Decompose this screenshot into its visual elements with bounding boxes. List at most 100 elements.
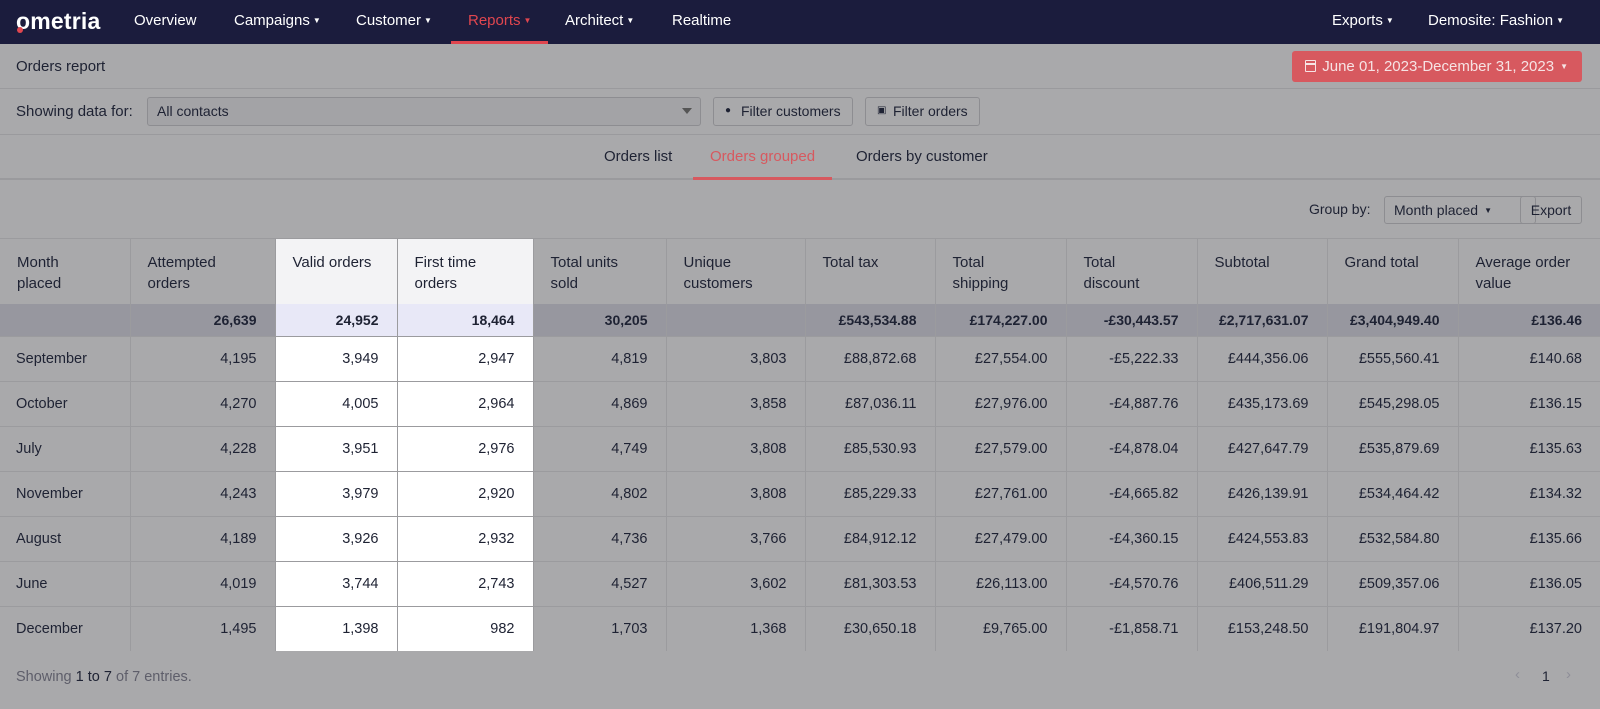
tab-orders-list[interactable]: Orders list (604, 148, 673, 165)
entries-of-word: of (116, 669, 129, 685)
caret-down-icon: ▼ (1484, 206, 1492, 215)
column-header-line: placed (17, 275, 62, 292)
table-cell: 4,005 (275, 381, 398, 427)
group-by-label: Group by: (1309, 201, 1371, 217)
column-header[interactable]: Total units sold (533, 238, 667, 304)
table-cell: £134.32 (1458, 471, 1600, 517)
filter-customers-button[interactable]: ● Filter customers (713, 97, 853, 126)
caret-down-icon: ▼ (1556, 16, 1564, 25)
chevron-right-icon[interactable]: › (1566, 666, 1571, 683)
table-cell: 3,949 (275, 336, 398, 382)
totals-cell: 26,639 (130, 303, 276, 337)
caret-down-icon: ▼ (626, 16, 635, 25)
table-cell: £9,765.00 (935, 606, 1067, 651)
table-cell: £532,584.80 (1327, 516, 1459, 562)
filter-orders-label: Filter orders (893, 103, 968, 119)
table-cell: 4,270 (130, 381, 276, 427)
table-row: November 4,243 3,979 2,920 4,802 3,808 £85,229… (0, 471, 1600, 517)
table-row: October 4,270 4,005 2,964 4,869 3,858 £87,036.… (0, 381, 1600, 427)
column-header[interactable]: Total shipping (935, 238, 1067, 304)
table-cell: 1,703 (533, 606, 667, 651)
table-cell: 3,808 (666, 426, 806, 472)
nav-realtime[interactable]: Realtime (672, 0, 731, 44)
month-cell: August (0, 516, 131, 562)
column-header-line: discount (1083, 275, 1140, 292)
table-row: July 4,228 3,951 2,976 4,749 3,808 £85,530.93 £… (0, 426, 1600, 472)
date-range-picker[interactable]: June 01, 2023-December 31, 2023 ▼ (1292, 51, 1582, 82)
ometria-logo[interactable]: ometria (16, 8, 101, 34)
table-cell: £135.63 (1458, 426, 1600, 472)
column-header[interactable]: Subtotal (1197, 238, 1328, 304)
group-by-select[interactable]: Month placed ▼ (1384, 196, 1536, 224)
table-cell: £136.15 (1458, 381, 1600, 427)
table-cell: £27,554.00 (935, 336, 1067, 382)
contacts-select[interactable]: All contacts (147, 97, 701, 126)
column-header[interactable]: Month placed (0, 238, 131, 304)
column-header-line: customers (683, 275, 753, 292)
table-cell: £444,356.06 (1197, 336, 1328, 382)
column-header-line: shipping (952, 275, 1009, 292)
nav-reports[interactable]: Reports ▼ (451, 0, 549, 44)
column-header[interactable]: Attempted orders (130, 238, 276, 304)
table-cell: 2,964 (397, 381, 534, 427)
table-cell: 2,920 (397, 471, 534, 517)
table-row: December 1,495 1,398 982 1,703 1,368 £30,650.1… (0, 606, 1600, 651)
column-header[interactable]: Unique customers (666, 238, 806, 304)
column-header-line: Grand total (1344, 254, 1419, 271)
table-cell: 4,527 (533, 561, 667, 607)
month-cell: July (0, 426, 131, 472)
chevron-left-icon[interactable]: ‹ (1515, 666, 1520, 683)
cart-icon: ▣ (877, 105, 887, 116)
nav-exports[interactable]: Exports ▼ (1332, 0, 1394, 44)
column-header[interactable]: Total discount (1066, 238, 1198, 304)
table-cell: £85,229.33 (805, 471, 936, 517)
pagination-current-page[interactable]: 1 (1542, 668, 1550, 684)
table-cell: 982 (397, 606, 534, 651)
nav-architect[interactable]: Architect ▼ (565, 0, 634, 44)
tab-orders-by-customer[interactable]: Orders by customer (856, 148, 988, 165)
table-cell: -£5,222.33 (1066, 336, 1198, 382)
column-header-line: Total units (550, 254, 619, 271)
tab-orders-grouped[interactable]: Orders grouped (693, 135, 833, 180)
table-cell: 3,926 (275, 516, 398, 562)
table-cell: 4,736 (533, 516, 667, 562)
table-cell: £88,872.68 (805, 336, 936, 382)
caret-down-icon: ▼ (1560, 62, 1568, 71)
entries-to-word: to (87, 669, 100, 685)
nav-campaigns[interactable]: Campaigns ▼ (234, 0, 321, 44)
table-cell: -£1,858.71 (1066, 606, 1198, 651)
totals-row: 26,639 24,952 18,464 30,205 £543,534.88 £174,… (0, 303, 1600, 337)
table-cell: £81,303.53 (805, 561, 936, 607)
column-header-line: Subtotal (1214, 254, 1270, 271)
column-header[interactable]: First time orders (397, 238, 534, 304)
person-icon: ● (725, 105, 732, 116)
filter-orders-button[interactable]: ▣ Filter orders (865, 97, 980, 126)
nav-customer[interactable]: Customer ▼ (356, 0, 432, 44)
orders-grouped-table: Month placed Attempted orders Valid orders Fi… (0, 238, 1600, 651)
table-cell: £137.20 (1458, 606, 1600, 651)
table-cell: 4,189 (130, 516, 276, 562)
table-cell: £84,912.12 (805, 516, 936, 562)
table-cell: 4,749 (533, 426, 667, 472)
caret-down-icon: ▼ (523, 16, 532, 25)
month-cell: June (0, 561, 131, 607)
table-cell: 4,195 (130, 336, 276, 382)
month-cell: September (0, 336, 131, 382)
caret-down-icon: ▼ (1385, 16, 1394, 25)
table-cell: 4,228 (130, 426, 276, 472)
table-cell: 3,766 (666, 516, 806, 562)
export-button[interactable]: Export (1520, 196, 1582, 224)
column-header[interactable]: Grand total (1327, 238, 1459, 304)
table-cell: 1,368 (666, 606, 806, 651)
nav-overview[interactable]: Overview (134, 0, 197, 44)
column-header[interactable]: Average order value (1458, 238, 1600, 304)
column-header[interactable]: Total tax (805, 238, 936, 304)
table-cell: £424,553.83 (1197, 516, 1328, 562)
nav-realtime-label: Realtime (672, 12, 732, 29)
table-cell: 2,976 (397, 426, 534, 472)
column-header[interactable]: Valid orders (275, 238, 398, 304)
table-cell: £427,647.79 (1197, 426, 1328, 472)
nav-site-selector[interactable]: Demosite: Fashion ▼ (1428, 0, 1564, 44)
nav-campaigns-label: Campaigns (234, 12, 310, 29)
table-cell: £509,357.06 (1327, 561, 1459, 607)
